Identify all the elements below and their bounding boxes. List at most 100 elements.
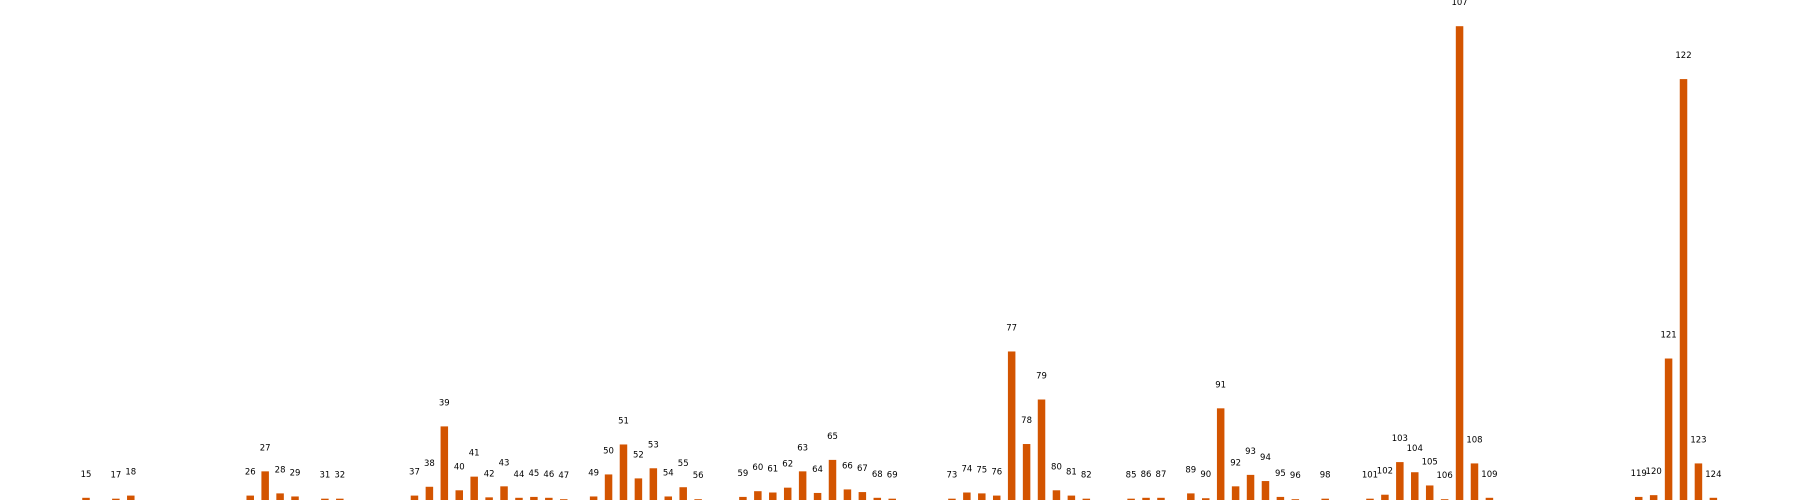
bar-123 bbox=[1694, 463, 1703, 500]
bar-82 bbox=[1082, 498, 1091, 500]
bar-75 bbox=[978, 493, 986, 500]
bar-49 bbox=[589, 496, 598, 500]
data-label-86: 86 bbox=[1141, 470, 1152, 480]
bar-93 bbox=[1246, 474, 1255, 500]
bar-53 bbox=[649, 468, 658, 500]
data-label-27: 27 bbox=[260, 443, 271, 453]
bar-68 bbox=[873, 497, 882, 500]
bar-65 bbox=[828, 459, 837, 500]
data-label-31: 31 bbox=[319, 471, 330, 481]
bar-67 bbox=[858, 492, 867, 500]
data-label-62: 62 bbox=[782, 460, 793, 470]
data-label-85: 85 bbox=[1126, 471, 1137, 481]
bar-18 bbox=[127, 495, 135, 500]
data-label-67: 67 bbox=[857, 464, 868, 474]
data-label-64: 64 bbox=[812, 465, 823, 475]
data-label-81: 81 bbox=[1066, 468, 1077, 478]
data-label-63: 63 bbox=[797, 443, 808, 453]
bar-102 bbox=[1381, 494, 1389, 500]
data-label-108: 108 bbox=[1466, 435, 1482, 445]
bar-80 bbox=[1052, 490, 1061, 500]
bar-45 bbox=[530, 496, 538, 500]
data-label-102: 102 bbox=[1377, 467, 1393, 477]
bar-43 bbox=[500, 486, 508, 500]
data-label-91: 91 bbox=[1215, 380, 1226, 390]
data-label-18: 18 bbox=[125, 468, 136, 478]
data-label-68: 68 bbox=[872, 470, 883, 480]
data-label-103: 103 bbox=[1392, 434, 1408, 444]
bar-120 bbox=[1649, 495, 1658, 500]
bar-37 bbox=[410, 495, 419, 500]
data-label-61: 61 bbox=[767, 465, 778, 475]
bar-122 bbox=[1679, 79, 1688, 500]
data-label-69: 69 bbox=[887, 471, 898, 481]
data-label-45: 45 bbox=[528, 469, 539, 479]
data-label-124: 124 bbox=[1705, 470, 1721, 480]
bar-64 bbox=[813, 492, 822, 500]
bar-103 bbox=[1396, 462, 1404, 500]
bar-52 bbox=[634, 478, 643, 500]
data-label-90: 90 bbox=[1200, 470, 1211, 480]
data-label-40: 40 bbox=[454, 462, 465, 472]
bar-44 bbox=[515, 497, 523, 500]
data-label-79: 79 bbox=[1036, 372, 1047, 382]
bar-29 bbox=[291, 496, 299, 500]
bar-79 bbox=[1037, 399, 1046, 500]
data-label-55: 55 bbox=[678, 459, 689, 469]
data-label-32: 32 bbox=[334, 471, 345, 481]
bar-31 bbox=[321, 498, 329, 500]
bar-60 bbox=[754, 491, 762, 500]
data-label-93: 93 bbox=[1245, 447, 1256, 457]
bar-81 bbox=[1067, 495, 1076, 500]
bar-121 bbox=[1664, 358, 1673, 500]
bar-40 bbox=[455, 490, 463, 500]
bar-101 bbox=[1366, 498, 1374, 500]
bar-124 bbox=[1709, 497, 1718, 500]
data-label-50: 50 bbox=[603, 446, 614, 456]
bar-32 bbox=[336, 498, 344, 500]
data-label-59: 59 bbox=[738, 469, 749, 479]
data-label-56: 56 bbox=[693, 471, 704, 481]
bar-66 bbox=[843, 489, 852, 500]
bar-91 bbox=[1216, 408, 1225, 500]
bar-69 bbox=[888, 498, 896, 500]
bar-95 bbox=[1276, 496, 1285, 500]
data-label-53: 53 bbox=[648, 440, 659, 450]
bar-90 bbox=[1202, 498, 1210, 500]
data-label-66: 66 bbox=[842, 461, 853, 471]
data-label-17: 17 bbox=[110, 471, 121, 481]
data-label-51: 51 bbox=[618, 416, 629, 426]
data-label-49: 49 bbox=[588, 468, 599, 478]
bar-104 bbox=[1411, 472, 1419, 500]
data-label-75: 75 bbox=[976, 465, 987, 475]
data-label-121: 121 bbox=[1660, 331, 1676, 341]
data-label-76: 76 bbox=[991, 468, 1002, 478]
bar-87 bbox=[1157, 497, 1165, 500]
data-label-28: 28 bbox=[275, 465, 286, 475]
data-label-82: 82 bbox=[1081, 471, 1092, 481]
bar-42 bbox=[485, 497, 493, 500]
data-label-38: 38 bbox=[424, 459, 435, 469]
data-label-104: 104 bbox=[1407, 444, 1423, 454]
data-label-94: 94 bbox=[1260, 453, 1271, 463]
bar-61 bbox=[769, 492, 777, 500]
data-label-92: 92 bbox=[1230, 458, 1241, 468]
bar-105 bbox=[1425, 485, 1434, 500]
data-label-101: 101 bbox=[1362, 471, 1378, 481]
data-label-109: 109 bbox=[1481, 470, 1497, 480]
bar-119 bbox=[1634, 496, 1643, 500]
data-label-89: 89 bbox=[1185, 465, 1196, 475]
data-label-122: 122 bbox=[1675, 51, 1691, 61]
data-label-78: 78 bbox=[1021, 416, 1032, 426]
bar-46 bbox=[545, 497, 553, 500]
bar-85 bbox=[1127, 498, 1135, 500]
bar-28 bbox=[276, 493, 284, 500]
bar-55 bbox=[679, 487, 687, 500]
data-label-46: 46 bbox=[543, 470, 554, 480]
bar-89 bbox=[1187, 493, 1195, 500]
bar-77 bbox=[1007, 351, 1016, 500]
bar-109 bbox=[1485, 497, 1494, 500]
bar-62 bbox=[783, 487, 792, 500]
bar-26 bbox=[246, 495, 254, 500]
